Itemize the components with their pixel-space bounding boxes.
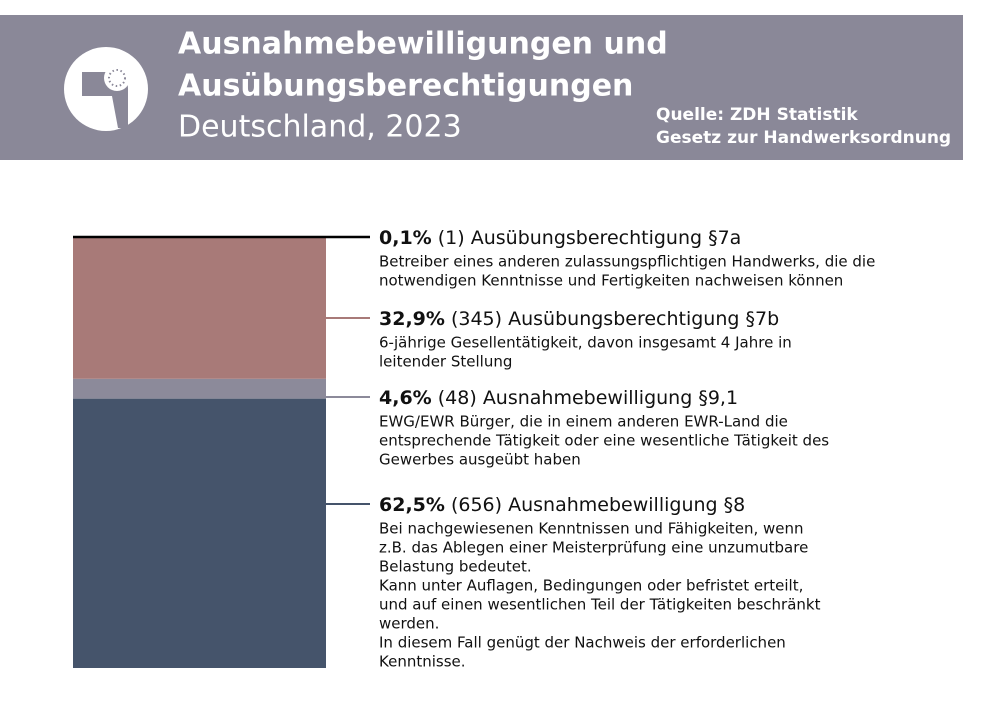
description-line: Bei nachgewiesenen Kenntnissen und Fähig… <box>379 520 804 538</box>
value-label: 0,1% <box>379 227 432 249</box>
description-line: 6-jährige Gesellentätigkeit, davon insge… <box>379 334 792 352</box>
description-line: Belastung bedeutet. <box>379 558 532 576</box>
legend-name: Ausnahmebewilligung §9,1 <box>483 387 738 409</box>
description-line: werden. <box>379 615 439 633</box>
source-line: Quelle: ZDH Statistik <box>656 105 858 125</box>
segment-label: 4,6% (48) Ausnahmebewilligung §9,1 <box>379 387 738 409</box>
description-line: leitender Stellung <box>379 353 512 371</box>
description-line: Kenntnisse. <box>379 653 466 671</box>
bar-segment <box>73 378 326 399</box>
count-label: (656) <box>451 494 502 516</box>
description-line: z.B. das Ablegen einer Meisterprüfung ei… <box>379 539 808 557</box>
segment-label: 62,5% (656) Ausnahmebewilligung §8 <box>379 494 745 516</box>
bar-segment <box>73 237 326 379</box>
description-line: und auf einen wesentlichen Teil der Täti… <box>379 596 821 614</box>
bar-segment <box>73 398 326 668</box>
header-band <box>0 15 963 160</box>
value-label: 32,9% <box>379 308 445 330</box>
value-label: 4,6% <box>379 387 432 409</box>
legend-name: Ausübungsberechtigung §7a <box>471 227 742 249</box>
logo <box>64 47 148 131</box>
description-line: In diesem Fall genügt der Nachweis der e… <box>379 634 786 652</box>
count-label: (48) <box>438 387 477 409</box>
segment-label: 0,1% (1) Ausübungsberechtigung §7a <box>379 227 741 249</box>
title-line: Ausnahmebewilligungen und <box>178 27 668 62</box>
title-line: Ausübungsberechtigungen <box>178 69 633 104</box>
description-line: notwendigen Kenntnisse und Fertigkeiten … <box>379 272 843 290</box>
description-line: Kann unter Auflagen, Bedingungen oder be… <box>379 577 803 595</box>
legend-name: Ausübungsberechtigung §7b <box>508 308 779 330</box>
description-line: entsprechende Tätigkeit oder eine wesent… <box>379 432 829 450</box>
description-line: Betreiber eines anderen zulassungspflich… <box>379 253 875 271</box>
subtitle: Deutschland, 2023 <box>178 110 462 145</box>
legend-name: Ausnahmebewilligung §8 <box>508 494 745 516</box>
value-label: 62,5% <box>379 494 445 516</box>
segment-label: 32,9% (345) Ausübungsberechtigung §7b <box>379 308 779 330</box>
count-label: (345) <box>451 308 502 330</box>
description-line: EWG/EWR Bürger, die in einem anderen EWR… <box>379 413 788 431</box>
source-line: Gesetz zur Handwerksordnung <box>656 128 951 148</box>
count-label: (1) <box>438 227 465 249</box>
description-line: Gewerbes ausgeübt haben <box>379 451 581 469</box>
